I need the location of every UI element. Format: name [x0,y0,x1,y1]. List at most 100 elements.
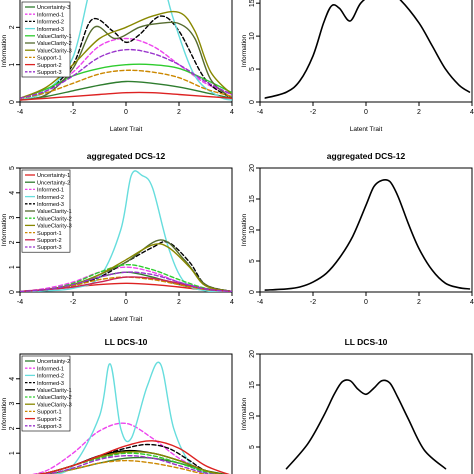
plot-frame [259,0,473,103]
x-axis-label: Latent Trait [110,126,143,133]
x-tick-label: 2 [177,299,181,306]
legend-entry: Support-3 [37,245,62,251]
y-tick-label: 0 [249,100,256,104]
legend: Uncertainty-1Uncertainty-2Informed-1Info… [21,169,72,253]
legend-entry: Support-2 [37,238,62,244]
x-tick-label: 4 [230,299,234,306]
x-tick-label: 2 [417,109,421,116]
legend-entry: ValueClarity-3 [37,402,72,408]
y-tick-label: 3 [9,216,16,220]
y-tick-label: 4 [9,191,16,195]
x-tick-label: -4 [17,109,23,116]
panel-p4-aggregated-total: -4 -2 0 2 4 0 5 10 15 20 Information aggregated DCS… [241,151,474,306]
x-tick-label: -2 [70,299,76,306]
x-tick-label: -4 [257,299,263,306]
legend-entry: Support-1 [37,56,62,62]
x-tick-label: -2 [310,299,316,306]
series-line-informed-1 [31,422,222,474]
x-axis-label: Latent Trait [350,126,383,133]
legend-entry: Support-3 [37,70,62,76]
x-tick-label: 4 [470,109,474,116]
x-tick-label: 2 [177,109,181,116]
x-tick-label: -2 [310,109,316,116]
y-tick-label: 20 [249,164,256,172]
y-tick-label: 15 [249,195,256,203]
panel-title: LL DCS-10 [345,337,388,347]
series-line-total [264,0,471,99]
legend-entry: Support-2 [37,63,62,69]
legend-entry: Informed-3 [37,27,64,33]
series-line-support-2 [20,91,232,101]
legend-entry: Informed-3 [37,202,64,208]
series-line-total [285,379,447,470]
legend-entry: ValueClarity-2 [37,216,72,222]
series-line-informed-3 [20,0,232,101]
series-line-uncertainty-3 [20,80,232,101]
legend-entry: ValueClarity-1 [37,209,72,215]
y-tick-label: 2 [9,240,16,244]
y-tick-label: 1 [9,265,16,269]
legend-entry: Informed-1 [37,366,64,372]
x-tick-label: 4 [230,109,234,116]
series-line-support-3 [43,454,216,474]
y-tick-label: 10 [249,412,256,420]
legend-entry: ValueClarity-1 [37,34,72,40]
series-group [31,361,230,474]
series-group [20,170,232,292]
x-tick-label: 0 [364,109,368,116]
x-axis-label: Latent Trait [110,316,143,323]
legend-entry: Informed-2 [37,20,64,26]
panel-title: aggregated DCS-12 [327,151,406,161]
panel-title: LL DCS-10 [105,337,148,347]
series-group [285,379,447,470]
x-tick-label: 0 [364,299,368,306]
x-tick-label: 0 [124,299,128,306]
y-tick-label: 10 [249,226,256,234]
x-tick-label: 4 [470,299,474,306]
x-tick-label: 0 [124,109,128,116]
series-line-valueclarity-2 [36,452,220,474]
y-tick-label: 10 [249,32,256,40]
panel-p3-aggregated-items: -4 -2 0 2 4 0 1 2 3 4 5 Information Latent Trait aggr… [1,151,234,323]
y-tick-label: 20 [249,350,256,358]
y-tick-label: 3 [9,402,16,406]
y-tick-label: 15 [249,381,256,389]
y-axis-label: Information [241,397,248,430]
legend-entry: Uncertainty-2 [37,180,70,186]
y-tick-label: 1 [9,451,16,455]
legend-entry: ValueClarity-3 [37,224,72,230]
series-line-total [264,178,471,291]
legend-entry: ValueClarity-3 [37,48,72,54]
y-tick-label: 5 [249,445,256,449]
legend-entry: Informed-2 [37,195,64,201]
y-tick-label: 0 [9,100,16,104]
legend-entry: ValueClarity-2 [37,395,72,401]
legend-entry: Informed-1 [37,12,64,18]
legend-entry: ValueClarity-2 [37,41,72,47]
legend-entry: Informed-3 [37,381,64,387]
legend-entry: Uncertainty-1 [37,173,70,179]
legend-entry: Support-2 [37,417,62,423]
legend-entry: Support-3 [37,424,62,430]
y-tick-label: 2 [9,25,16,29]
legend-entry: Support-1 [37,231,62,237]
y-tick-label: 5 [249,67,256,71]
series-line-support-2 [36,440,230,474]
y-tick-label: 0 [249,290,256,294]
panel-p2-total-information: -4 -2 0 2 4 0 5 10 15 Information Latent Trait [241,0,474,133]
legend-entry: Uncertainty-3 [37,5,70,11]
x-tick-label: 2 [417,299,421,306]
x-tick-label: -2 [70,109,76,116]
x-tick-label: -4 [257,109,263,116]
x-tick-label: -4 [17,299,23,306]
y-tick-label: 2 [9,426,16,430]
legend-entry: Uncertainty-2 [37,359,70,365]
series-line-support-1 [20,69,232,99]
legend-entry: Informed-1 [37,188,64,194]
plot-frame [259,167,473,293]
panel-p6-ll-total: 5 10 15 20 Information LL DCS-10 [241,337,473,474]
y-tick-label: 0 [9,290,16,294]
y-axis-label: Information [241,213,248,246]
